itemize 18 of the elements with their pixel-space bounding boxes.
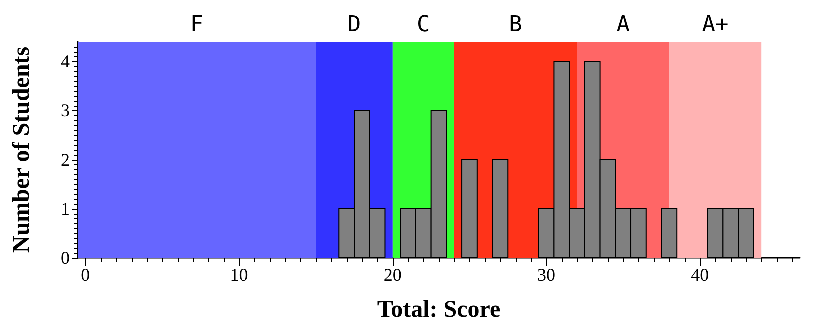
band-label: B [509,12,522,38]
x-tick-label: 0 [81,265,90,285]
x-tick-label: 10 [230,265,248,285]
x-axis-title: Total: Score [377,297,502,323]
y-tick-label: 3 [61,100,70,121]
band-label: A [616,12,630,38]
x-tick-label: 20 [384,265,402,285]
band-label: D [348,12,362,38]
x-tick-label: 40 [691,265,710,285]
y-tick-label: 1 [61,198,70,219]
y-tick-label: 0 [61,248,70,268]
x-tick-label: 30 [538,265,556,285]
band-label: C [417,12,430,38]
y-tick-label: 4 [61,52,70,72]
y-tick-label: 2 [61,150,70,170]
band-label: F [190,12,204,38]
band-label: A+ [702,12,729,38]
y-axis-title: Number of Students [9,46,35,254]
